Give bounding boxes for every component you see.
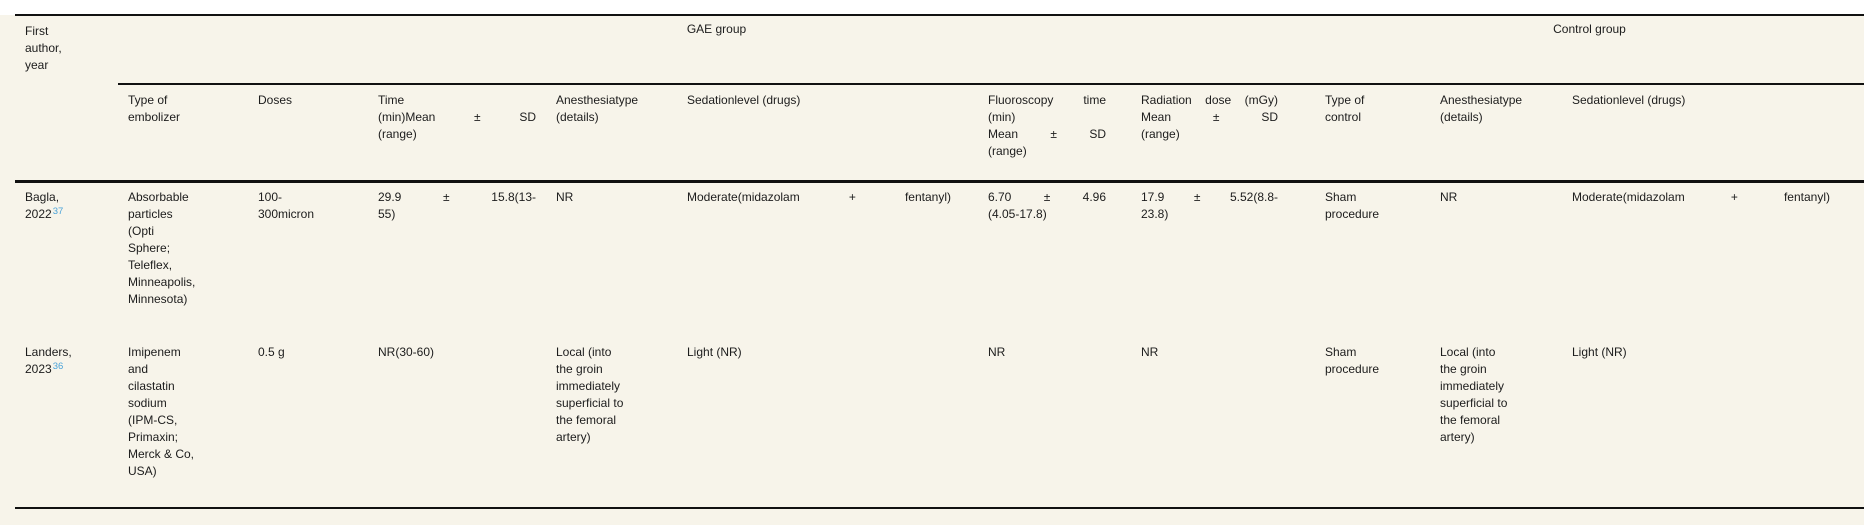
- table-header-groups-and-columns: GAE group Control group Type of embolize…: [118, 16, 1864, 180]
- cell-doses: 0.5 g: [258, 345, 285, 359]
- column-header-row: Type of embolizer Doses Time (min)Mean ±…: [118, 85, 1864, 180]
- cell-author: Landers, 202336: [15, 338, 118, 507]
- cell-sedation-level-gae: Light (NR): [687, 345, 742, 359]
- column-header-type-of-control: Type of control: [1325, 93, 1365, 124]
- column-header-doses: Doses: [258, 93, 293, 107]
- table-row-landers-2023: Landers, 202336 Imipenem and cilastatin …: [15, 338, 1864, 509]
- cell-radiation-dose: NR: [1141, 345, 1159, 359]
- author-name: Landers, 2023: [25, 345, 72, 376]
- table-background: [0, 15, 1864, 525]
- cell-type-of-control: Sham procedure: [1325, 190, 1380, 221]
- cell-fluoroscopy-time: NR: [988, 345, 1006, 359]
- cell-fluoroscopy-time: 6.70 ± 4.96 (4.05-17.8): [988, 190, 1106, 221]
- table-row-bagla-2022: Bagla, 202237 Absorbable particles (Opti…: [15, 183, 1864, 338]
- cell-time: 29.9 ± 15.8(13- 55): [378, 190, 536, 221]
- cell-anesthesia-type-control: NR: [1440, 190, 1458, 204]
- column-header-anesthesia-type-gae: Anesthesiatype (details): [556, 93, 639, 124]
- column-header-radiation-dose: Radiation dose (mGy) Mean ± SD (range): [1141, 93, 1278, 141]
- group-header-control: Control group: [1553, 22, 1626, 36]
- cell-sedation-level-control: Moderate(midazolam + fentanyl): [1572, 190, 1830, 204]
- column-header-type-of-embolizer: Type of embolizer: [128, 93, 181, 124]
- column-header-first-author-year: First author, year: [25, 24, 62, 72]
- study-characteristics-table: First author, year GAE group Control gro…: [15, 14, 1864, 509]
- cell-anesthesia-type-gae: Local (into the groin immediately superf…: [556, 345, 624, 444]
- cell-type-of-embolizer: Absorbable particles (Opti Sphere; Telef…: [128, 190, 196, 306]
- table-header: First author, year GAE group Control gro…: [15, 14, 1864, 183]
- cell-anesthesia-type-gae: NR: [556, 190, 574, 204]
- column-header-anesthesia-type-control: Anesthesiatype (details): [1440, 93, 1523, 124]
- column-header-sedation-level-control: Sedationlevel (drugs): [1572, 93, 1686, 107]
- column-header-sedation-level-gae: Sedationlevel (drugs): [687, 93, 801, 107]
- cell-doses: 100- 300micron: [258, 190, 315, 221]
- column-header-time: Time (min)Mean ± SD (range): [378, 93, 536, 141]
- group-header-row: GAE group Control group: [118, 16, 1864, 85]
- column-header-fluoroscopy-time: Fluoroscopy time (min) Mean ± SD (range): [988, 93, 1106, 158]
- cell-sedation-level-gae: Moderate(midazolam + fentanyl): [687, 190, 951, 204]
- cell-radiation-dose: 17.9 ± 5.52(8.8- 23.8): [1141, 190, 1278, 221]
- group-header-gae: GAE group: [686, 22, 747, 36]
- author-name: Bagla, 2022: [25, 190, 60, 221]
- cell-time: NR(30-60): [378, 345, 435, 359]
- reference-link[interactable]: 37: [52, 206, 64, 217]
- cell-anesthesia-type-control: Local (into the groin immediately superf…: [1440, 345, 1508, 444]
- cell-type-of-control: Sham procedure: [1325, 345, 1380, 376]
- cell-sedation-level-control: Light (NR): [1572, 345, 1627, 359]
- reference-link[interactable]: 36: [52, 361, 64, 372]
- cell-author: Bagla, 202237: [15, 183, 118, 338]
- cell-type-of-embolizer: Imipenem and cilastatin sodium (IPM-CS, …: [128, 345, 195, 478]
